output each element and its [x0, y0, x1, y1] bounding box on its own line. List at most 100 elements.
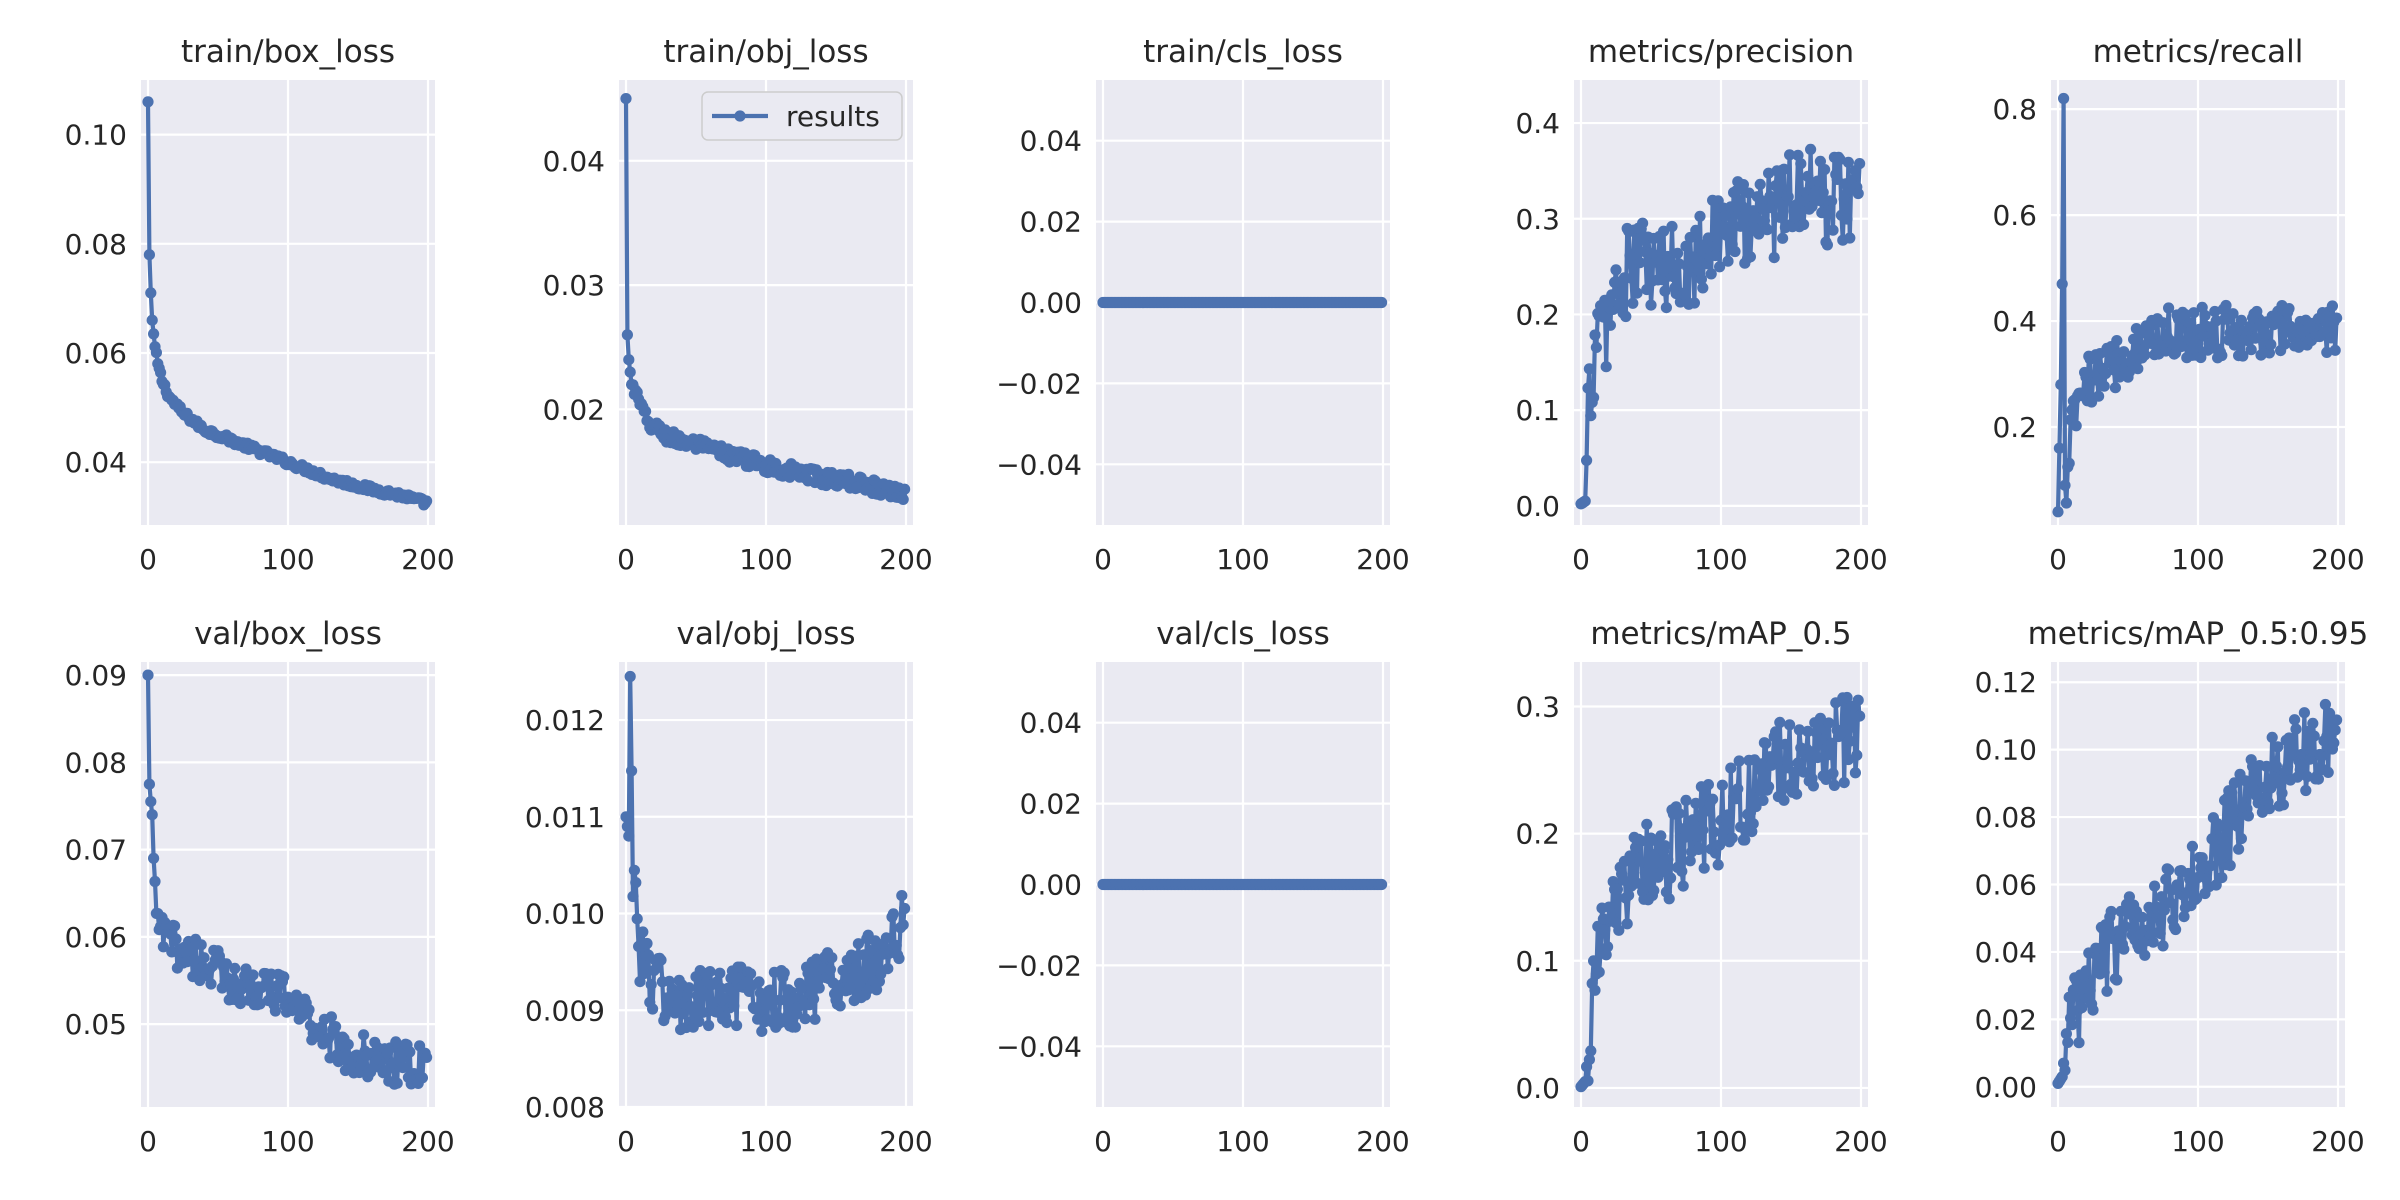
data-point: [1844, 232, 1856, 244]
data-point: [2157, 940, 2169, 952]
data-point: [641, 937, 653, 950]
data-point: [1851, 749, 1863, 761]
data-point: [684, 1000, 697, 1013]
data-point: [640, 405, 652, 417]
data-point: [1687, 251, 1699, 263]
data-point: [278, 971, 290, 983]
data-point: [1793, 724, 1805, 736]
x-tick-label: 0: [139, 1125, 157, 1158]
data-point: [670, 990, 683, 1002]
y-tick-label: 0.03: [543, 269, 605, 302]
data-point: [2231, 820, 2243, 832]
data-point: [1660, 302, 1672, 314]
data-point: [2070, 420, 2082, 432]
data-point: [2213, 820, 2225, 833]
data-point: [421, 495, 433, 507]
data-point: [655, 954, 667, 966]
y-tick-label: 0.04: [1020, 125, 1082, 158]
x-tick-label: 100: [1694, 1125, 1747, 1158]
data-point: [1705, 268, 1717, 280]
y-tick-label: 0.00: [1975, 1071, 2037, 1104]
data-point: [2322, 766, 2334, 779]
data-point: [198, 952, 210, 964]
data-point: [1666, 220, 1678, 233]
data-point: [2084, 985, 2096, 997]
data-point: [1690, 224, 1702, 236]
data-point: [1744, 251, 1756, 263]
data-point: [1770, 726, 1782, 738]
y-tick-label: 0.08: [65, 746, 127, 779]
data-point: [2329, 724, 2341, 736]
data-point: [2139, 949, 2151, 961]
data-point: [1589, 329, 1601, 341]
data-point: [330, 1021, 342, 1033]
data-point: [145, 796, 157, 808]
data-point: [1579, 495, 1591, 507]
series-markers: [1575, 691, 1866, 1093]
data-point: [728, 1000, 740, 1012]
data-point: [325, 1011, 337, 1023]
data-point: [1802, 170, 1814, 182]
legend: results: [701, 91, 903, 141]
y-tick-label: 0.008: [525, 1091, 605, 1124]
data-point: [1816, 207, 1828, 219]
data-point: [2324, 707, 2336, 720]
data-point: [1676, 865, 1688, 877]
data-point: [2186, 840, 2198, 853]
y-tick-label: 0.08: [1975, 801, 2037, 834]
data-point: [2143, 330, 2155, 342]
data-point: [865, 945, 877, 957]
data-point: [1663, 893, 1675, 905]
data-point: [1817, 186, 1829, 198]
y-tick-label: 0.02: [1020, 206, 1082, 239]
data-point: [1827, 224, 1839, 236]
data-point: [697, 1006, 709, 1018]
data-point: [342, 1038, 354, 1051]
data-point: [887, 908, 900, 920]
data-point: [1760, 738, 1772, 750]
subplot-title: train/obj_loss: [663, 34, 868, 70]
data-point: [377, 1067, 389, 1079]
data-point: [1733, 755, 1745, 767]
data-point: [718, 992, 730, 1005]
data-point: [623, 354, 635, 366]
data-point: [1814, 712, 1826, 724]
data-point: [2157, 317, 2169, 329]
data-point: [1812, 751, 1824, 764]
data-point: [756, 1025, 768, 1037]
data-point: [2184, 873, 2196, 885]
data-point: [2298, 325, 2310, 337]
data-point: [149, 875, 161, 888]
data-point: [1747, 818, 1759, 830]
data-point: [2305, 746, 2317, 758]
data-point: [1782, 758, 1794, 770]
data-point: [143, 249, 155, 261]
data-point: [1707, 793, 1719, 805]
data-point: [1757, 203, 1769, 215]
data-point: [1838, 777, 1850, 789]
data-point: [1756, 758, 1768, 770]
data-point: [2235, 833, 2247, 845]
y-tick-label: 0.02: [543, 393, 605, 426]
subplot-metrics-precision: 0 100 200 0.0 0.1 0.2 0.3 0.4 metrics/precision: [1515, 34, 1887, 576]
data-point: [1842, 753, 1854, 766]
data-point: [1641, 283, 1653, 296]
data-point: [866, 958, 879, 970]
y-tick-label: 0.04: [1020, 707, 1082, 740]
x-tick-label: 0: [139, 543, 157, 576]
data-point: [274, 992, 286, 1004]
data-point: [620, 93, 632, 105]
data-point: [2066, 1019, 2078, 1031]
data-point: [1722, 255, 1734, 267]
subplot-title: val/box_loss: [194, 616, 382, 652]
data-point: [1697, 824, 1709, 836]
data-point: [1798, 218, 1810, 231]
data-point: [188, 954, 200, 966]
data-point: [2263, 347, 2275, 359]
data-point: [1778, 163, 1790, 175]
data-point: [195, 939, 207, 951]
data-point: [1680, 240, 1692, 252]
y-tick-label: 0.1: [1515, 945, 1560, 978]
data-point: [638, 967, 650, 980]
